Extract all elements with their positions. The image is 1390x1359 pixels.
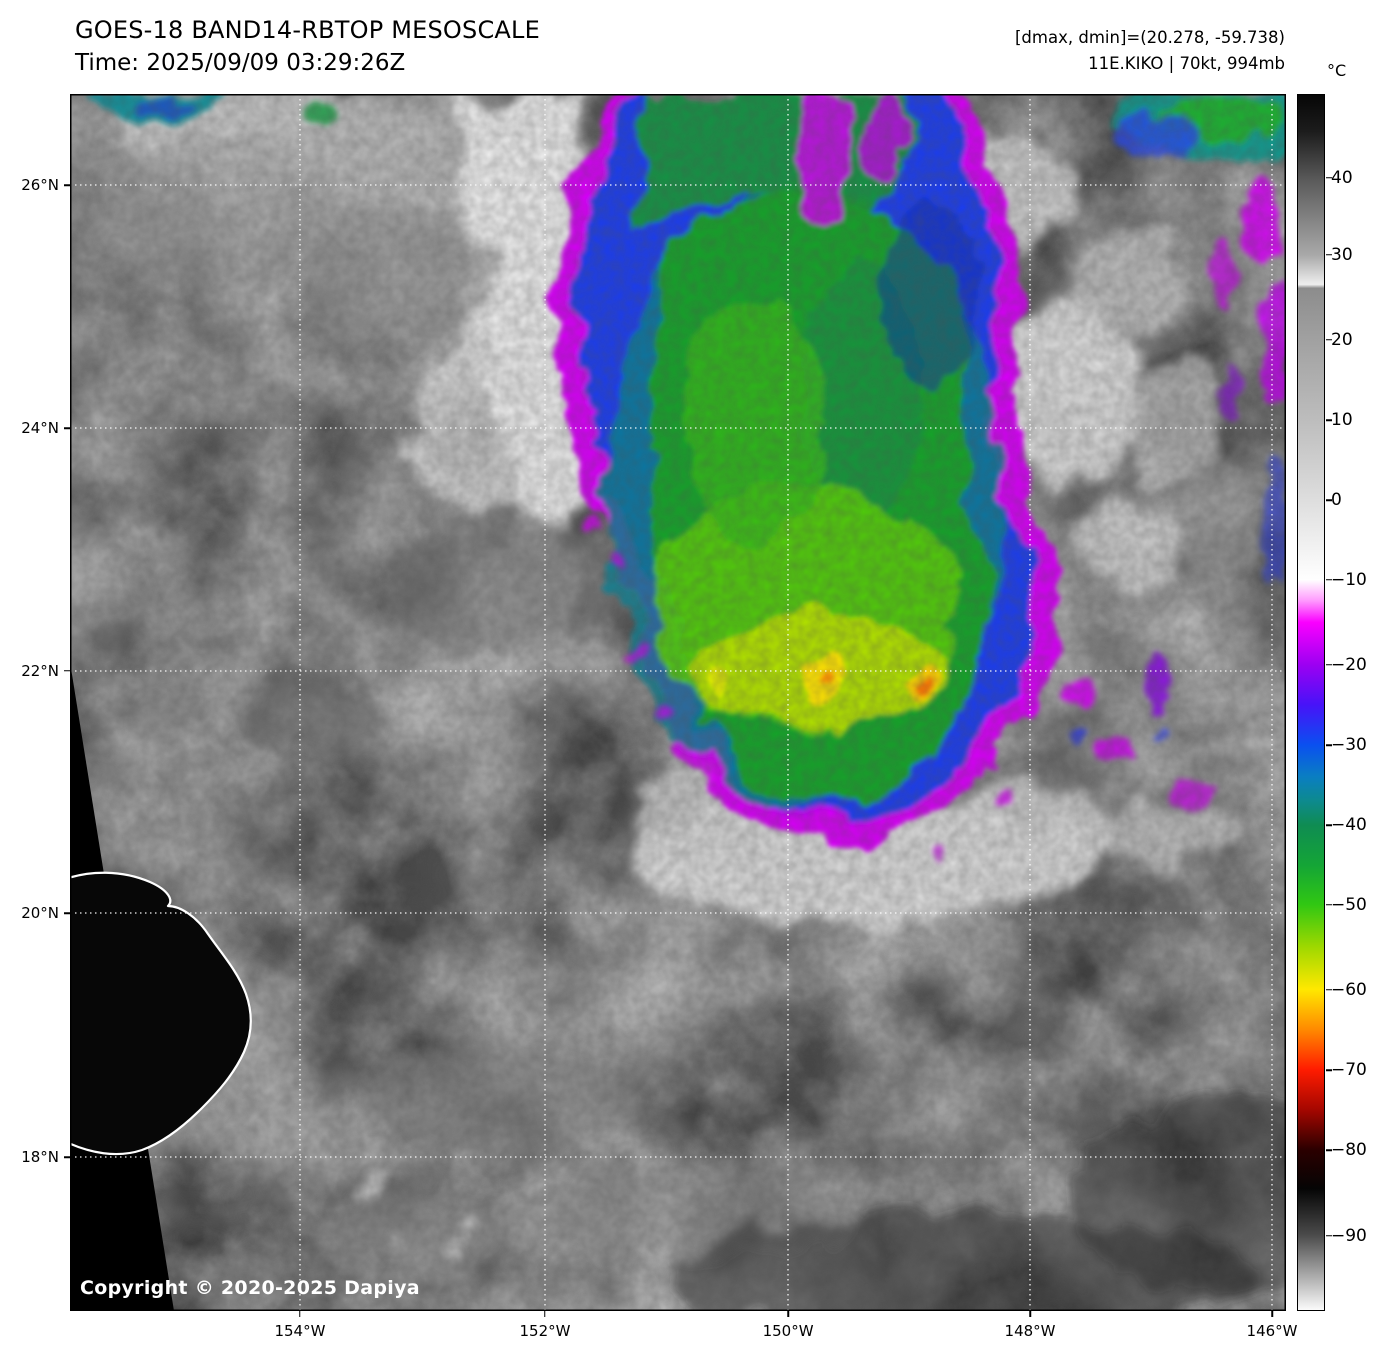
colorbar-tick-mark <box>1326 177 1332 179</box>
colorbar-tick-mark <box>1326 824 1332 827</box>
timestamp-label: Time: 2025/09/09 03:29:26Z <box>75 50 406 76</box>
colorbar-gradient <box>1297 94 1325 1311</box>
colorbar-tick-label: −70 <box>1331 1060 1367 1081</box>
colorbar-tick-label: −60 <box>1331 979 1367 1000</box>
latitude-label: 22°N <box>21 661 59 680</box>
coastline-hawaii <box>70 871 252 1156</box>
longitude-label: 150°W <box>762 1322 814 1340</box>
colorbar-tick-label: −30 <box>1331 735 1367 756</box>
colorbar-tick-mark <box>1326 253 1332 256</box>
colorbar: °C 40 30 20 10 0 −10 −20 −30 −40 −50 −60 −70 −80 −90 <box>1297 61 1367 1311</box>
longitude-tick-mark <box>299 1311 301 1317</box>
colorbar-tick-mark <box>1326 339 1332 341</box>
colorbar-tick-mark <box>1326 499 1332 502</box>
latitude-tick-mark <box>64 912 70 914</box>
storm-info-label: 11E.KIKO | 70kt, 994mb <box>1088 54 1285 73</box>
satellite-image <box>70 94 1286 1311</box>
colorbar-ticks: 40 30 20 10 0 −10 −20 −30 −40 −50 −60 −70 −80 −90 <box>1297 94 1367 1311</box>
colorbar-tick-label: −80 <box>1331 1140 1367 1161</box>
longitude-label: 148°W <box>1004 1322 1056 1340</box>
colorbar-tick-mark <box>1326 419 1332 421</box>
latitude-label: 24°N <box>21 419 59 438</box>
colorbar-tick-label: −40 <box>1331 815 1367 836</box>
longitude-tick-mark <box>1029 1311 1031 1317</box>
copyright-label: Copyright © 2020-2025 Dapiya <box>80 1277 420 1299</box>
colorbar-tick-label: −10 <box>1331 569 1367 590</box>
latitude-label: 20°N <box>21 904 59 923</box>
latitude-tick-mark <box>64 1156 70 1158</box>
colorbar-tick-label: −90 <box>1331 1225 1367 1246</box>
latitude-tick-mark <box>64 670 70 672</box>
colorbar-tick-mark <box>1326 903 1332 906</box>
longitude-label: 154°W <box>274 1322 326 1340</box>
map-frame <box>70 94 1286 1311</box>
colorbar-tick-mark <box>1326 744 1332 746</box>
dmax-dmin-label: [dmax, dmin]=(20.278, -59.738) <box>1015 28 1285 47</box>
latitude-tick-mark <box>64 184 70 186</box>
latitude-axis: 26°N 24°N 22°N 20°N 18°N <box>0 94 70 1311</box>
colorbar-tick-label: 40 <box>1331 167 1353 188</box>
colorbar-tick-mark <box>1326 1234 1332 1237</box>
longitude-tick-mark <box>1271 1311 1273 1317</box>
longitude-label: 152°W <box>519 1322 571 1340</box>
colorbar-tick-mark <box>1326 1149 1332 1152</box>
longitude-axis: 154°W 152°W 150°W 148°W 146°W <box>70 1311 1298 1356</box>
colorbar-tick-mark <box>1326 578 1332 581</box>
latitude-label: 26°N <box>21 176 59 195</box>
colorbar-tick-label: 10 <box>1331 410 1353 431</box>
colorbar-tick-label: −50 <box>1331 894 1367 915</box>
satellite-map: Copyright © 2020-2025 Dapiya <box>70 94 1286 1311</box>
colorbar-unit-label: °C <box>1327 61 1347 80</box>
colorbar-tick-label: 20 <box>1331 329 1353 350</box>
colorbar-tick-mark <box>1326 988 1332 991</box>
colorbar-tick-mark <box>1326 664 1332 666</box>
colorbar-tick-label: 0 <box>1331 490 1342 511</box>
colorbar-tick-label: 30 <box>1331 244 1353 265</box>
grain-texture <box>70 94 1286 1311</box>
latitude-label: 18°N <box>21 1148 59 1167</box>
colorbar-tick-mark <box>1326 1069 1332 1071</box>
longitude-label: 146°W <box>1246 1322 1298 1340</box>
latitude-tick-mark <box>64 427 70 429</box>
page-title: GOES-18 BAND14-RBTOP MESOSCALE <box>75 16 540 44</box>
longitude-tick-mark <box>787 1311 789 1317</box>
colorbar-tick-label: −20 <box>1331 654 1367 675</box>
longitude-tick-mark <box>544 1311 546 1317</box>
